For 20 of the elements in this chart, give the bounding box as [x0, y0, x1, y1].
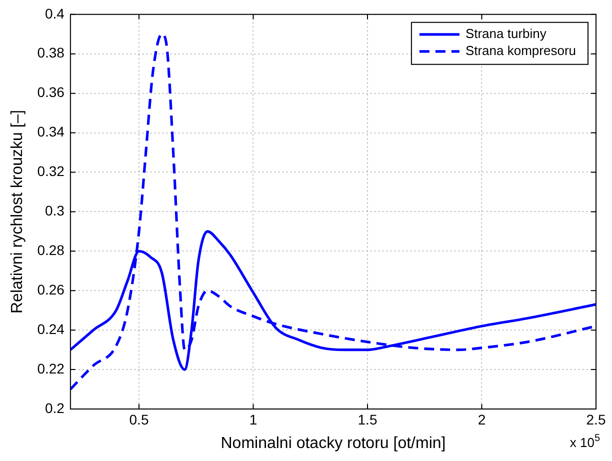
y-tick-label: 0.32 — [37, 163, 65, 180]
x-tick-label: 1 — [249, 411, 258, 428]
y-tick-label: 0.22 — [37, 360, 65, 376]
y-tick-label: 0.4 — [44, 5, 65, 22]
x-axis-title: Nominalni otacky rotoru [ot/min] — [220, 434, 446, 452]
y-tick-label: 0.34 — [37, 124, 65, 140]
y-tick-label: 0.2 — [44, 400, 65, 416]
y-tick-label: 0.36 — [37, 84, 65, 100]
y-tick-label: 0.38 — [37, 44, 65, 61]
x-tick-label: 2 — [478, 411, 486, 428]
legend-label: Strana turbiny — [465, 26, 547, 41]
y-tick-label: 0.26 — [37, 281, 65, 298]
x-tick-label: 0.5 — [129, 411, 149, 428]
y-tick-label: 0.3 — [44, 202, 65, 219]
y-tick-label: 0.24 — [37, 320, 65, 337]
x-tick-label: 1.5 — [358, 411, 378, 428]
y-tick-label: 0.28 — [37, 242, 65, 258]
y-axis-title: Relativni rychlost krouzku [–] — [9, 110, 26, 314]
x-tick-label: 2.5 — [586, 411, 606, 428]
legend-label: Strana kompresoru — [465, 42, 576, 58]
